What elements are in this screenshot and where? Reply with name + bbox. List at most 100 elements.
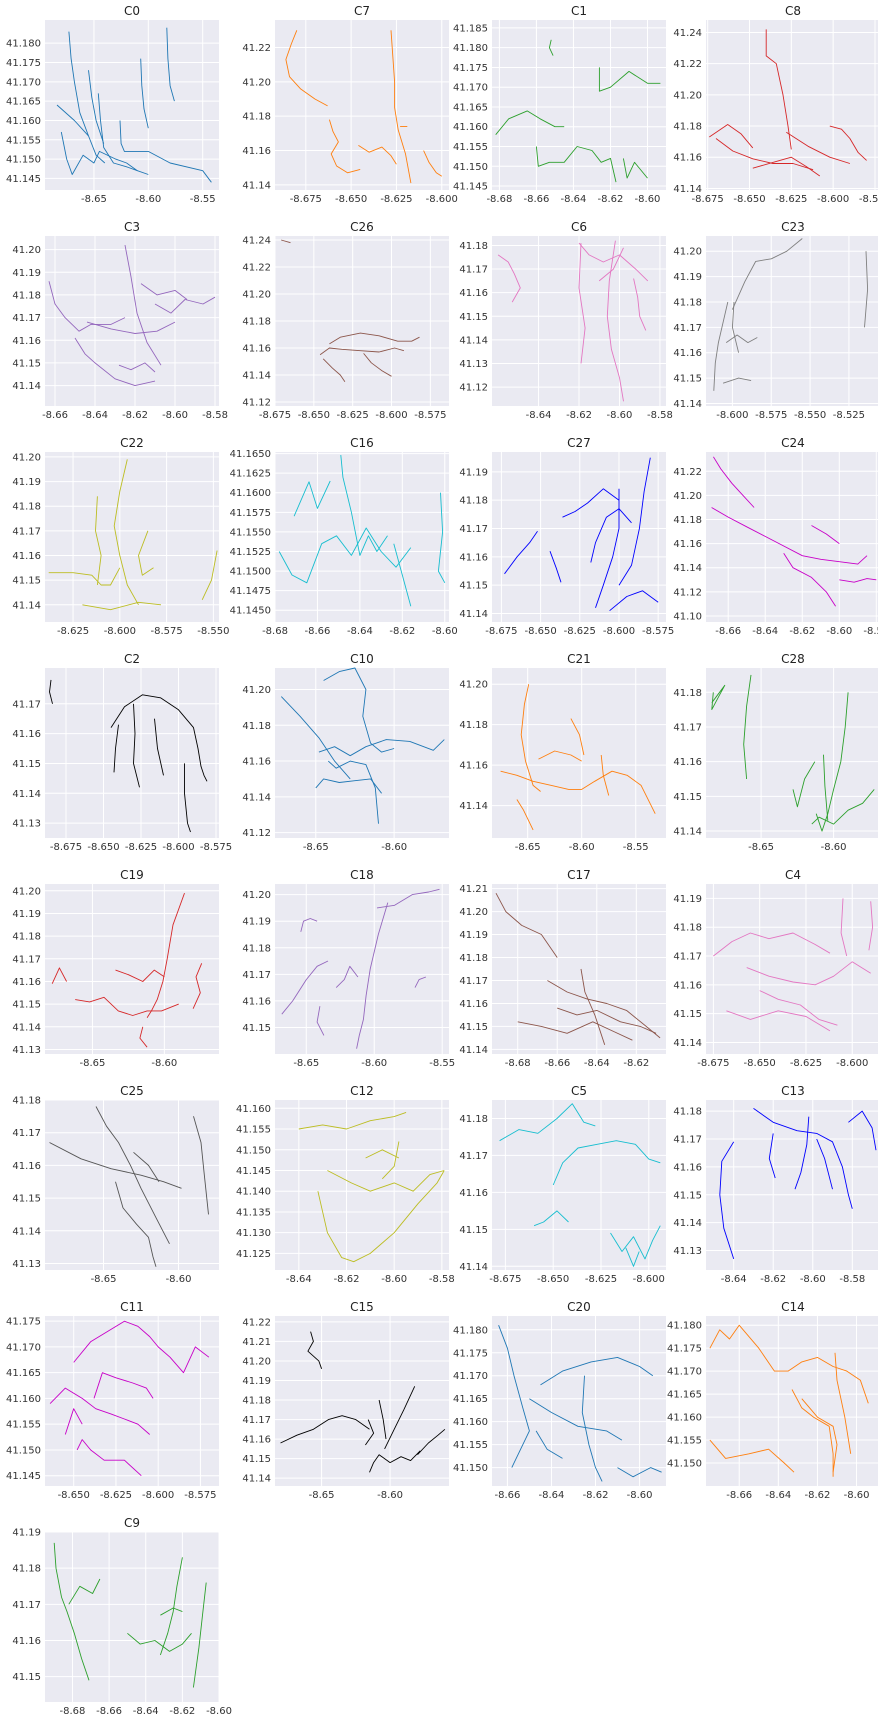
x-tick-label: -8.60	[166, 1274, 192, 1285]
trajectory-line	[49, 679, 53, 704]
trajectory-line	[500, 770, 656, 814]
y-tick-label: 41.160	[453, 122, 488, 133]
chart-svg: -8.65 -8.60 41.14 41.15 41.16 41.17 41.18	[673, 668, 878, 853]
trajectory-line	[529, 1398, 623, 1441]
chart-svg: -8.675 -8.650 -8.625 -8.600 41.14 41.16 41.18 4…	[242, 20, 458, 205]
y-tick-label: 41.1625	[230, 469, 271, 480]
x-tick-label: -8.60	[162, 410, 188, 421]
trajectory-line	[711, 684, 726, 711]
trajectory-line	[48, 281, 126, 332]
x-tick-label: -8.64	[752, 626, 778, 637]
y-tick-label: 41.15	[242, 1454, 271, 1465]
y-tick-label: 41.10	[673, 611, 702, 622]
y-tick-label: 41.14	[459, 335, 488, 346]
y-tick-label: 41.21	[242, 1337, 271, 1348]
plot-area	[45, 668, 219, 838]
chart-svg: -8.68 -8.66 -8.64 -8.62 -8.60 41.145 41.150 41.…	[453, 20, 666, 205]
trajectory-line	[557, 1007, 657, 1034]
chart-title: C8	[784, 4, 801, 18]
x-tick-label: -8.62	[789, 626, 815, 637]
x-tick-label: -8.60	[381, 1274, 407, 1285]
x-tick-label: -8.66	[42, 410, 68, 421]
trajectory-line	[417, 1428, 446, 1456]
y-tick-label: 41.13	[12, 819, 41, 830]
trajectory-line	[823, 754, 829, 821]
y-tick-label: 41.180	[667, 1321, 702, 1332]
y-tick-label: 41.15	[459, 1022, 488, 1033]
trajectory-line	[327, 1170, 445, 1192]
chart-title: C0	[123, 4, 140, 18]
trajectory-line	[713, 301, 729, 391]
y-tick-label: 41.19	[673, 272, 702, 283]
trajectory-line	[713, 932, 831, 957]
y-tick-label: 41.20	[242, 1356, 271, 1367]
y-tick-label: 41.20	[242, 890, 271, 901]
y-tick-label: 41.17	[242, 970, 271, 981]
chart-svg: -8.675 -8.650 -8.625 -8.600 -8.575 41.14 41.16…	[673, 20, 878, 205]
trajectory-line	[829, 125, 867, 161]
y-tick-label: 41.18	[242, 317, 271, 328]
y-tick-label: 41.170	[6, 77, 41, 88]
trajectory-line	[133, 703, 140, 788]
chart-title: C16	[350, 436, 374, 450]
x-tick-label: -8.600	[104, 626, 136, 637]
trajectory-line	[552, 1140, 661, 1186]
x-tick-label: -8.675	[697, 1058, 729, 1069]
y-tick-label: 41.16	[673, 348, 702, 359]
x-tick-label: -8.58	[863, 626, 878, 637]
y-tick-label: 41.16	[12, 336, 41, 347]
trajectory-line	[73, 1320, 210, 1374]
plot-area	[45, 1316, 219, 1486]
chart-svg: -8.600 -8.575 -8.550 -8.525 41.14 41.15 41.16 4…	[673, 236, 878, 421]
chart-title: C10	[350, 652, 374, 666]
trajectory-line	[437, 492, 446, 584]
x-tick-label: -8.66	[305, 626, 331, 637]
y-tick-label: 41.185	[453, 23, 488, 34]
x-tick-label: -8.600	[716, 410, 748, 421]
x-tick-label: -8.650	[524, 626, 556, 637]
plot-area	[492, 452, 666, 622]
y-tick-label: 41.19	[12, 268, 41, 279]
y-tick-label: 41.17	[12, 1600, 41, 1611]
y-tick-label: 41.15	[12, 358, 41, 369]
trajectory-line	[578, 242, 649, 282]
y-tick-label: 41.14	[12, 1226, 41, 1237]
x-tick-label: -8.58	[429, 1274, 455, 1285]
chart-svg: -8.65 -8.60 -8.55 41.15 41.16 41.17 41.18 41.19…	[242, 884, 455, 1069]
y-tick-label: 41.14	[673, 1218, 702, 1229]
y-tick-label: 41.150	[6, 1445, 41, 1456]
trajectory-line	[93, 1372, 154, 1399]
y-tick-label: 41.18	[459, 953, 488, 964]
y-tick-label: 41.150	[6, 155, 41, 166]
trajectory-line	[549, 551, 562, 583]
y-tick-label: 41.19	[459, 467, 488, 478]
chart-panel-c14: C14 -8.66 -8.64 -8.62 -8.60 41.150 41.155 41.16…	[660, 1300, 878, 1520]
y-tick-label: 41.14	[673, 184, 702, 195]
y-tick-label: 41.22	[242, 263, 271, 274]
trajectory-line	[725, 334, 758, 344]
y-tick-label: 41.15	[12, 1194, 41, 1205]
y-tick-label: 41.15	[12, 1000, 41, 1011]
y-tick-label: 41.14	[12, 600, 41, 611]
x-tick-label: -8.650	[733, 194, 765, 205]
trajectory-line	[159, 1557, 183, 1656]
trajectory-line	[816, 1138, 833, 1190]
y-tick-label: 41.12	[242, 828, 271, 839]
x-tick-label: -8.66	[494, 1490, 520, 1501]
trajectory-line	[201, 550, 218, 600]
chart-svg: -8.68 -8.66 -8.64 -8.62 -8.60 41.1450 41.1475 4…	[230, 449, 458, 637]
chart-title: C12	[350, 1084, 374, 1098]
y-tick-label: 41.17	[459, 976, 488, 987]
chart-svg: -8.650 -8.625 -8.600 -8.575 41.145 41.150 41.1…	[6, 1316, 219, 1501]
plot-area	[275, 884, 449, 1054]
chart-svg: -8.66 -8.64 -8.62 -8.60 41.150 41.155 41.160 41…	[453, 1316, 666, 1501]
trajectory-line	[293, 480, 331, 517]
x-tick-label: -8.64	[561, 194, 587, 205]
x-tick-label: -8.65	[91, 1274, 117, 1285]
y-tick-label: 41.160	[6, 116, 41, 127]
chart-svg: -8.65 -8.60 41.14 41.15 41.16 41.17 41.18 41.19…	[242, 1316, 449, 1501]
chart-svg: -8.64 -8.62 -8.60 -8.58 41.125 41.130 41.135 41…	[236, 1100, 455, 1285]
trajectory-line	[184, 763, 191, 833]
y-tick-label: 41.12	[459, 383, 488, 394]
x-tick-label: -8.65	[81, 194, 107, 205]
